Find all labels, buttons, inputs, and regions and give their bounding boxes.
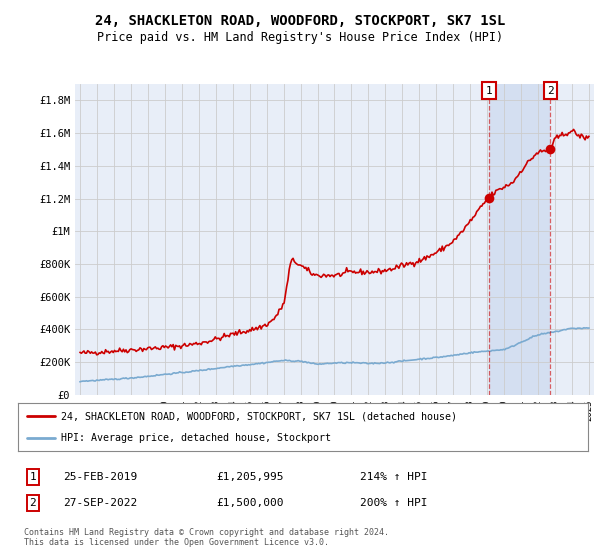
Text: Price paid vs. HM Land Registry's House Price Index (HPI): Price paid vs. HM Land Registry's House … [97,31,503,44]
Text: 214% ↑ HPI: 214% ↑ HPI [360,472,427,482]
Text: 24, SHACKLETON ROAD, WOODFORD, STOCKPORT, SK7 1SL: 24, SHACKLETON ROAD, WOODFORD, STOCKPORT… [95,14,505,28]
Text: 25-FEB-2019: 25-FEB-2019 [63,472,137,482]
Text: HPI: Average price, detached house, Stockport: HPI: Average price, detached house, Stoc… [61,433,331,443]
Text: 1: 1 [486,86,493,96]
Text: 24, SHACKLETON ROAD, WOODFORD, STOCKPORT, SK7 1SL (detached house): 24, SHACKLETON ROAD, WOODFORD, STOCKPORT… [61,411,457,421]
Text: 27-SEP-2022: 27-SEP-2022 [63,498,137,508]
Text: £1,500,000: £1,500,000 [216,498,284,508]
Text: 2: 2 [547,86,554,96]
Text: Contains HM Land Registry data © Crown copyright and database right 2024.
This d: Contains HM Land Registry data © Crown c… [24,528,389,547]
Text: 200% ↑ HPI: 200% ↑ HPI [360,498,427,508]
Bar [489,84,550,395]
Text: 2: 2 [29,498,37,508]
Text: £1,205,995: £1,205,995 [216,472,284,482]
Text: 1: 1 [29,472,37,482]
